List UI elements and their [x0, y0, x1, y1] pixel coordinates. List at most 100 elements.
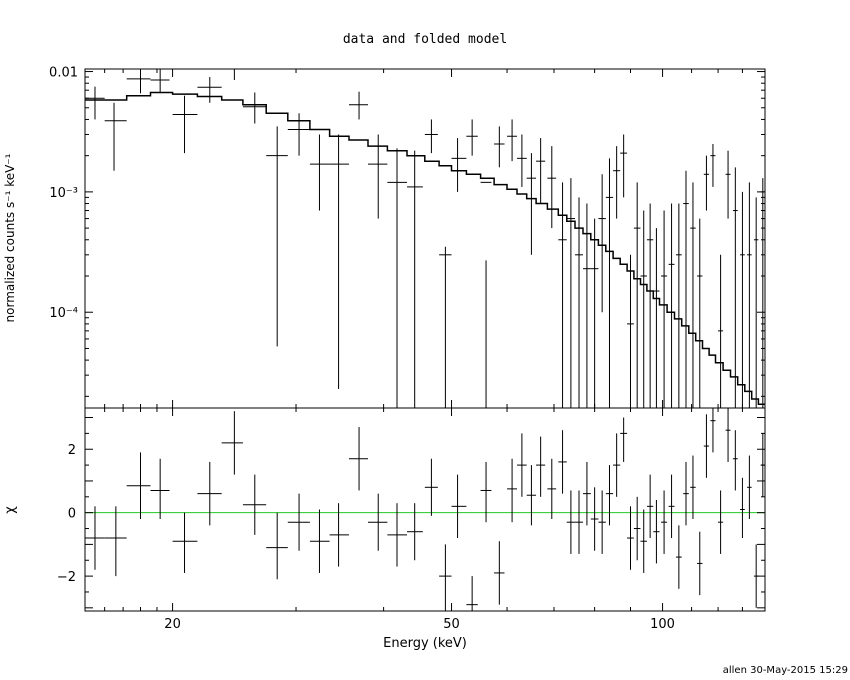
data-point — [451, 138, 467, 192]
x-tick-label: 100 — [650, 617, 675, 632]
data-point — [690, 182, 696, 408]
residual-point — [266, 512, 288, 580]
y-tick-label: 10⁻³ — [49, 186, 78, 201]
data-point — [653, 228, 660, 408]
residual-point — [367, 493, 388, 551]
residual-point — [690, 455, 696, 520]
residual-point — [126, 452, 151, 520]
residual-point — [653, 499, 660, 564]
residual-point — [348, 427, 368, 491]
data-point — [582, 203, 591, 408]
residual-y-axis-label: χ — [3, 506, 18, 514]
residual-point — [536, 436, 546, 497]
residual-point — [675, 525, 682, 589]
residual-point — [507, 458, 518, 523]
residual-point — [309, 509, 330, 573]
data-point — [753, 197, 759, 408]
data-point — [329, 134, 349, 390]
residual-point — [85, 506, 105, 570]
residual-point — [683, 461, 689, 526]
data-point — [574, 197, 583, 408]
residual-point — [494, 541, 505, 605]
residual-point — [424, 458, 438, 516]
residual-point — [661, 490, 668, 554]
data-point — [725, 150, 731, 219]
y-tick-label: 0 — [68, 507, 76, 522]
residual-point — [633, 496, 641, 561]
residual-point — [747, 455, 752, 520]
model-curve — [85, 91, 765, 405]
residual-point — [104, 506, 127, 577]
data-point — [613, 146, 621, 219]
data-point — [697, 218, 703, 408]
y-tick-label: 10⁻⁴ — [49, 306, 78, 321]
data-point — [566, 178, 575, 408]
residual-point — [287, 493, 310, 551]
data-point — [633, 182, 641, 408]
data-point — [348, 91, 368, 120]
data-point — [558, 182, 567, 408]
residual-point — [566, 490, 575, 554]
data-point — [760, 178, 765, 408]
spectrum-ytick-labels: 0.01 10⁻³ 10⁻⁴ — [49, 66, 78, 322]
residual-ticks — [85, 408, 766, 611]
residual-point — [590, 487, 599, 551]
data-point — [718, 254, 724, 408]
data-point — [668, 203, 675, 408]
residual-point — [697, 531, 703, 596]
data-point — [646, 203, 654, 408]
residual-point — [221, 411, 243, 475]
data-point — [387, 148, 408, 408]
residual-point — [710, 408, 716, 453]
timestamp-stamp: allen 30-May-2015 15:29 — [723, 665, 848, 676]
data-point — [683, 170, 689, 408]
residual-point — [760, 433, 765, 497]
data-point — [197, 77, 222, 103]
residual-point — [387, 503, 408, 567]
data-point — [150, 69, 170, 94]
data-point — [507, 119, 518, 162]
spectrum-panel: 0.01 10⁻³ 10⁻⁴ normalized counts s⁻¹ keV⁻¹ — [3, 66, 766, 409]
data-point — [494, 126, 505, 168]
data-point — [620, 134, 628, 198]
x-tick-label: 20 — [164, 617, 181, 632]
data-point — [710, 144, 716, 187]
data-point — [547, 146, 557, 229]
data-point — [627, 254, 634, 408]
residual-point — [439, 544, 452, 611]
residual-point — [558, 430, 567, 494]
residual-frame — [84, 407, 766, 612]
residual-point — [547, 458, 557, 520]
data-point — [675, 203, 682, 408]
residual-point — [172, 512, 198, 573]
residual-point — [517, 433, 527, 497]
residual-point — [574, 490, 583, 554]
x-axis-label: Energy (keV) — [383, 636, 467, 651]
residual-point — [466, 576, 478, 611]
residual-ytick-labels: 2 0 −2 — [57, 443, 76, 585]
residual-point — [150, 458, 170, 520]
residual-point — [451, 474, 467, 539]
spectrum-y-axis-label: normalized counts s⁻¹ keV⁻¹ — [3, 153, 17, 322]
residual-point — [582, 461, 591, 526]
data-point — [85, 86, 105, 120]
data-point — [536, 138, 546, 204]
residual-point — [703, 414, 710, 478]
residual-point — [407, 503, 423, 561]
data-point — [309, 134, 330, 211]
x-tick-label: 50 — [443, 617, 460, 632]
residual-point — [740, 477, 745, 539]
residual-point — [605, 465, 614, 526]
residual-point — [718, 490, 724, 554]
data-point — [732, 167, 738, 408]
y-tick-label: −2 — [57, 570, 76, 585]
residual-point — [753, 544, 759, 608]
data-point — [703, 155, 710, 211]
data-point — [126, 69, 151, 94]
data-point — [747, 182, 752, 408]
model-curve-layer — [85, 91, 765, 405]
residual-point — [640, 509, 647, 573]
data-point — [407, 150, 423, 408]
data-point — [590, 218, 599, 408]
